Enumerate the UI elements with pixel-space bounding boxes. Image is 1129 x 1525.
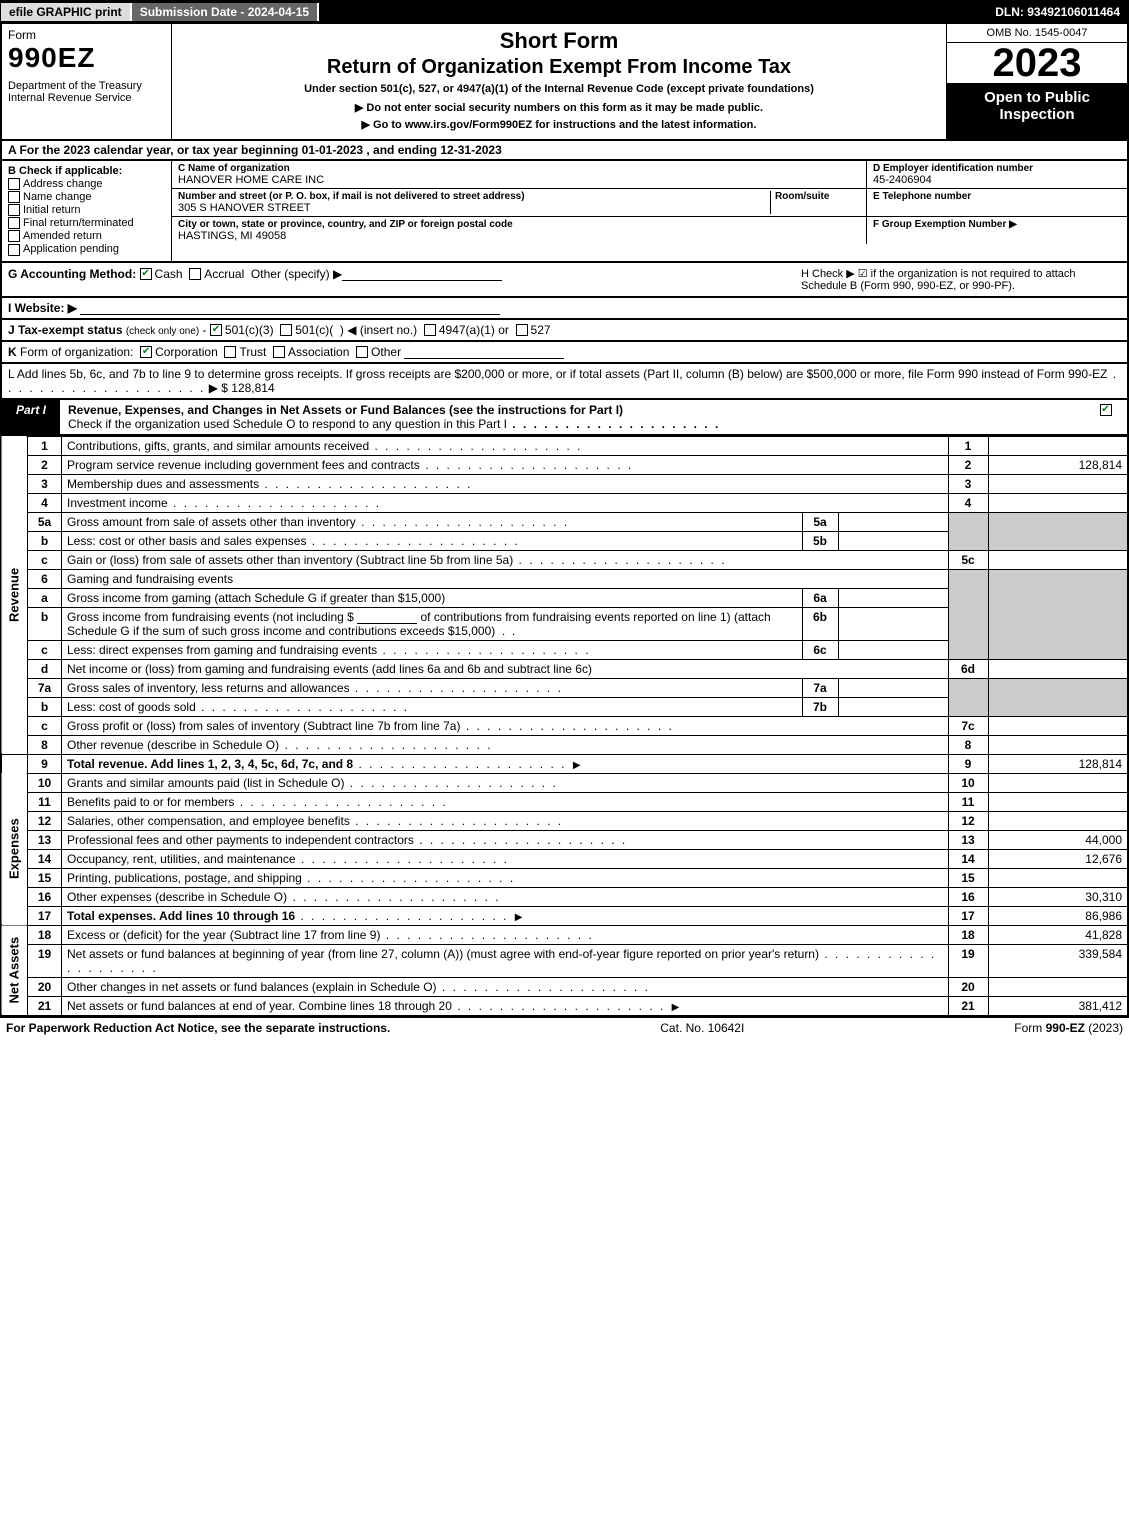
efile-header-bar: efile GRAPHIC print Submission Date - 20… bbox=[0, 0, 1129, 24]
e-label: E Telephone number bbox=[873, 191, 1121, 202]
val-2: 128,814 bbox=[988, 455, 1128, 474]
room-label: Room/suite bbox=[775, 191, 860, 202]
check-4947a1[interactable] bbox=[424, 324, 436, 336]
val-5c bbox=[988, 550, 1128, 569]
check-527[interactable] bbox=[516, 324, 528, 336]
line-j-tax-exempt: J Tax-exempt status (check only one) - 5… bbox=[0, 320, 1129, 342]
val-9: 128,814 bbox=[988, 754, 1128, 773]
check-501c3[interactable] bbox=[210, 324, 222, 336]
val-1 bbox=[988, 436, 1128, 455]
val-7c bbox=[988, 716, 1128, 735]
val-4 bbox=[988, 493, 1128, 512]
check-accrual[interactable] bbox=[189, 268, 201, 280]
line-a-period: A For the 2023 calendar year, or tax yea… bbox=[0, 141, 1129, 161]
gross-receipts-amount: ▶ $ 128,814 bbox=[209, 381, 275, 395]
check-application-pending[interactable]: Application pending bbox=[8, 243, 165, 255]
form-header: Form 990EZ Department of the Treasury In… bbox=[0, 24, 1129, 141]
footer-form: Form 990-EZ (2023) bbox=[1014, 1021, 1123, 1035]
footer-catno: Cat. No. 10642I bbox=[660, 1021, 744, 1035]
val-20 bbox=[988, 977, 1128, 996]
g-label: G Accounting Method: bbox=[8, 267, 136, 281]
sidecap-net-assets: Net Assets bbox=[1, 925, 28, 1016]
check-trust[interactable] bbox=[224, 346, 236, 358]
line-k-form-org: K Form of organization: Corporation Trus… bbox=[0, 342, 1129, 364]
part-1-lines-table: Revenue 1 Contributions, gifts, grants, … bbox=[0, 436, 1129, 1017]
other-org-input[interactable] bbox=[404, 345, 564, 359]
sidecap-expenses: Expenses bbox=[1, 773, 28, 925]
check-name-change[interactable]: Name change bbox=[8, 191, 165, 203]
val-8 bbox=[988, 735, 1128, 754]
goto-link[interactable]: ▶ Go to www.irs.gov/Form990EZ for instru… bbox=[180, 118, 938, 131]
val-12 bbox=[988, 811, 1128, 830]
no-ssn-note: ▶ Do not enter social security numbers o… bbox=[180, 101, 938, 114]
street-address: 305 S HANOVER STREET bbox=[178, 202, 770, 214]
form-word: Form bbox=[8, 28, 165, 42]
val-17: 86,986 bbox=[988, 906, 1128, 925]
val-3 bbox=[988, 474, 1128, 493]
check-association[interactable] bbox=[273, 346, 285, 358]
val-18: 41,828 bbox=[988, 925, 1128, 944]
page-footer: For Paperwork Reduction Act Notice, see … bbox=[0, 1017, 1129, 1038]
footer-left: For Paperwork Reduction Act Notice, see … bbox=[6, 1021, 390, 1035]
part-1-check-text: Check if the organization used Schedule … bbox=[68, 417, 507, 431]
street-label: Number and street (or P. O. box, if mail… bbox=[178, 191, 770, 202]
check-cash[interactable] bbox=[140, 268, 152, 280]
ein: 45-2406904 bbox=[873, 174, 1121, 186]
other-specify-input[interactable] bbox=[342, 267, 502, 281]
check-amended-return[interactable]: Amended return bbox=[8, 230, 165, 242]
val-14: 12,676 bbox=[988, 849, 1128, 868]
under-section: Under section 501(c), 527, or 4947(a)(1)… bbox=[180, 83, 938, 95]
part-1-header: Part I Revenue, Expenses, and Changes in… bbox=[0, 400, 1129, 436]
line-i-website: I Website: ▶ bbox=[0, 298, 1129, 320]
org-name: HANOVER HOME CARE INC bbox=[178, 174, 860, 186]
dept-treasury: Department of the Treasury Internal Reve… bbox=[8, 80, 165, 104]
section-b-through-f: B Check if applicable: Address change Na… bbox=[0, 161, 1129, 263]
val-11 bbox=[988, 792, 1128, 811]
val-15 bbox=[988, 868, 1128, 887]
part-1-label: Part I bbox=[2, 400, 60, 434]
dln: DLN: 93492106011464 bbox=[987, 3, 1128, 21]
section-g-h: G Accounting Method: Cash Accrual Other … bbox=[0, 263, 1129, 298]
website-input[interactable] bbox=[80, 301, 500, 315]
val-16: 30,310 bbox=[988, 887, 1128, 906]
tax-year: 2023 bbox=[947, 43, 1127, 83]
check-other-org[interactable] bbox=[356, 346, 368, 358]
line-l-gross-receipts: L Add lines 5b, 6c, and 7b to line 9 to … bbox=[0, 364, 1129, 400]
city-label: City or town, state or province, country… bbox=[178, 219, 860, 230]
d-label: D Employer identification number bbox=[873, 163, 1121, 174]
check-initial-return[interactable]: Initial return bbox=[8, 204, 165, 216]
val-21: 381,412 bbox=[988, 996, 1128, 1016]
6b-contrib-input[interactable] bbox=[357, 610, 417, 624]
check-part1-schedule-o[interactable] bbox=[1100, 404, 1112, 416]
c-label: C Name of organization bbox=[178, 163, 860, 174]
city-state-zip: HASTINGS, MI 49058 bbox=[178, 230, 860, 242]
check-corporation[interactable] bbox=[140, 346, 152, 358]
form-number: 990EZ bbox=[8, 42, 165, 74]
submission-date: Submission Date - 2024-04-15 bbox=[132, 3, 319, 21]
check-final-return[interactable]: Final return/terminated bbox=[8, 217, 165, 229]
short-form-title: Short Form bbox=[180, 28, 938, 54]
sidecap-revenue: Revenue bbox=[1, 436, 28, 754]
h-schedule-b: H Check ▶ ☑ if the organization is not r… bbox=[801, 267, 1121, 292]
open-public-badge: Open to Public Inspection bbox=[947, 83, 1127, 139]
val-19: 339,584 bbox=[988, 944, 1128, 977]
part-1-title: Revenue, Expenses, and Changes in Net As… bbox=[68, 403, 623, 417]
val-13: 44,000 bbox=[988, 830, 1128, 849]
f-label: F Group Exemption Number ▶ bbox=[873, 219, 1121, 230]
val-10 bbox=[988, 773, 1128, 792]
check-501c[interactable] bbox=[280, 324, 292, 336]
efile-print-label[interactable]: efile GRAPHIC print bbox=[1, 3, 132, 21]
return-title: Return of Organization Exempt From Incom… bbox=[180, 56, 938, 79]
val-6d bbox=[988, 659, 1128, 678]
b-header: B Check if applicable: bbox=[8, 165, 165, 177]
check-address-change[interactable]: Address change bbox=[8, 178, 165, 190]
